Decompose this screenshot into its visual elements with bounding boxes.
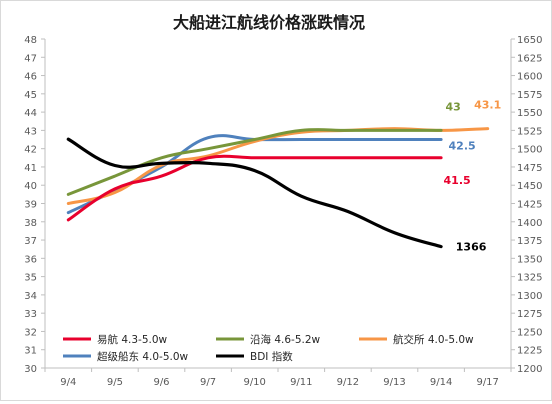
y-tick-label-right: 1500 <box>517 145 542 156</box>
y-tick-label-right: 1325 <box>517 273 542 284</box>
y-tick-label-right: 1575 <box>517 90 542 101</box>
chart-title: 大船进江航线价格涨跌情况 <box>173 13 365 32</box>
y-tick-label-left: 30 <box>24 364 37 375</box>
y-tick-label-left: 42 <box>24 145 37 156</box>
y-tick-label-right: 1625 <box>517 53 542 64</box>
y-tick-label-right: 1600 <box>517 72 542 83</box>
y-tick-label-left: 37 <box>24 236 37 247</box>
data-label-1: 43 <box>445 100 460 113</box>
y-tick-label-right: 1300 <box>517 291 542 302</box>
x-tick-label: 9/11 <box>290 377 312 388</box>
y-tick-label-right: 1650 <box>517 35 542 46</box>
y-tick-label-left: 32 <box>24 327 37 338</box>
series-line-0 <box>66 154 443 222</box>
x-tick-label: 9/7 <box>200 377 216 388</box>
legend-label-4: BDI 指数 <box>250 350 293 363</box>
y-tick-label-right: 1250 <box>517 327 542 338</box>
x-tick-label: 9/6 <box>153 377 169 388</box>
series-line-3 <box>66 134 443 215</box>
y-tick-label-right: 1275 <box>517 309 542 320</box>
legend-label-2: 航交所 4.0-5.0w <box>393 333 474 346</box>
data-label-3: 42.5 <box>449 140 476 153</box>
y-tick-label-left: 38 <box>24 218 37 229</box>
y-tick-label-left: 33 <box>24 309 37 320</box>
x-tick-label: 9/12 <box>337 377 359 388</box>
y-tick-label-left: 41 <box>24 163 37 174</box>
y-tick-label-left: 35 <box>24 273 37 284</box>
y-tick-label-right: 1450 <box>517 181 542 192</box>
x-tick-label: 9/10 <box>243 377 265 388</box>
y-tick-label-right: 1225 <box>517 346 542 357</box>
y-tick-label-right: 1525 <box>517 126 542 137</box>
y-tick-label-left: 31 <box>24 346 37 357</box>
data-label-4: 1366 <box>456 241 487 254</box>
y-tick-label-left: 36 <box>24 254 37 265</box>
y-tick-label-right: 1475 <box>517 163 542 174</box>
y-tick-label-right: 1400 <box>517 218 542 229</box>
y-tick-label-left: 39 <box>24 200 37 211</box>
x-tick-label: 9/4 <box>60 377 76 388</box>
y-tick-label-left: 45 <box>24 90 37 101</box>
y-tick-label-left: 43 <box>24 126 37 137</box>
series-lines <box>66 127 490 249</box>
legend-label-0: 易航 4.3-5.0w <box>97 333 168 346</box>
x-tick-label: 9/14 <box>430 377 452 388</box>
x-tick-label: 9/13 <box>383 377 405 388</box>
y-tick-label-left: 47 <box>24 53 37 64</box>
axes: 30 31 32 33 34 35 36 37 38 39 40 41 42 43 44 45 46 47 48 12… <box>24 35 542 388</box>
y-tick-label-left: 44 <box>24 108 37 119</box>
legend-label-1: 沿海 4.6-5.2w <box>250 333 321 346</box>
y-tick-label-left: 34 <box>24 291 37 302</box>
data-labels: 42.5 43.1 43 41.5 1366 <box>444 99 502 254</box>
y-tick-label-right: 1200 <box>517 364 542 375</box>
legend: 易航 4.3-5.0w 沿海 4.6-5.2w 航交所 4.0-5.0w 超级船东 4… <box>63 333 474 363</box>
y-tick-label-right: 1350 <box>517 254 542 265</box>
series-line-4 <box>66 137 443 249</box>
y-tick-label-right: 1425 <box>517 200 542 211</box>
legend-label-3: 超级船东 4.0-5.0w <box>97 350 189 363</box>
x-tick-label: 9/5 <box>107 377 123 388</box>
y-tick-label-left: 40 <box>24 181 37 192</box>
data-label-2: 43.1 <box>474 99 501 112</box>
x-tick-label: 9/17 <box>476 377 498 388</box>
y-tick-label-right: 1550 <box>517 108 542 119</box>
data-label-0: 41.5 <box>444 174 471 187</box>
series-line-1 <box>66 128 443 196</box>
y-tick-label-left: 46 <box>24 72 37 83</box>
y-tick-label-left: 48 <box>24 35 37 46</box>
y-tick-label-right: 1375 <box>517 236 542 247</box>
